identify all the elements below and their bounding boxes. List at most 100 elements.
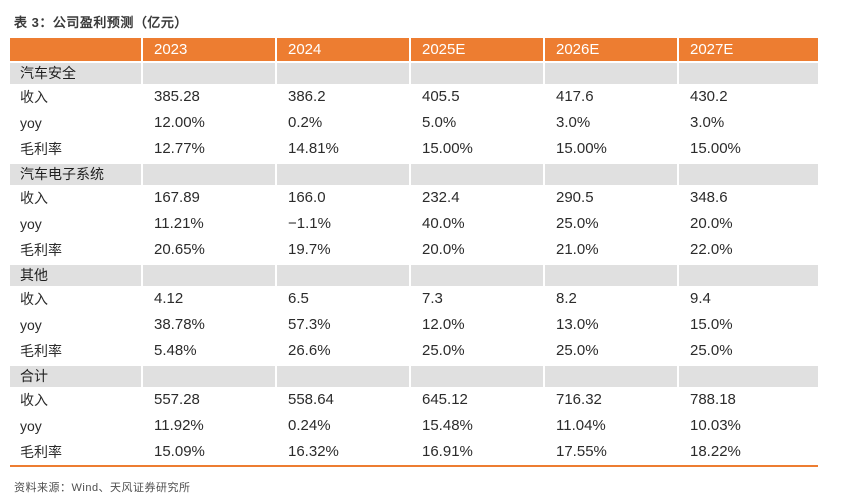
section-row: 汽车电子系统	[10, 164, 818, 185]
value-cell: 8.2	[545, 286, 679, 312]
value-cell: 0.24%	[277, 413, 411, 439]
section-cell-empty	[411, 164, 545, 185]
value-cell: 38.78%	[143, 312, 277, 338]
value-cell: 57.3%	[277, 312, 411, 338]
value-cell: 11.04%	[545, 413, 679, 439]
section-cell-empty	[545, 164, 679, 185]
section-label: 汽车安全	[10, 63, 143, 84]
value-cell: 3.0%	[679, 110, 818, 136]
value-cell: 40.0%	[411, 211, 545, 237]
section-cell-empty	[411, 366, 545, 387]
value-cell: 15.00%	[411, 136, 545, 162]
row-label: 毛利率	[10, 439, 143, 465]
value-cell: 290.5	[545, 185, 679, 211]
header-cell-year: 2027E	[679, 38, 818, 61]
value-cell: 25.0%	[545, 338, 679, 364]
value-cell: 17.55%	[545, 439, 679, 465]
value-cell: 16.91%	[411, 439, 545, 465]
value-cell: 5.0%	[411, 110, 545, 136]
value-cell: 348.6	[679, 185, 818, 211]
value-cell: 25.0%	[545, 211, 679, 237]
table-row: yoy 38.78% 57.3% 12.0% 13.0% 15.0%	[10, 312, 818, 338]
row-label: yoy	[10, 211, 143, 237]
value-cell: 6.5	[277, 286, 411, 312]
section-cell-empty	[545, 265, 679, 286]
value-cell: 12.77%	[143, 136, 277, 162]
header-cell-year: 2025E	[411, 38, 545, 61]
section-cell-empty	[143, 265, 277, 286]
value-cell: 385.28	[143, 84, 277, 110]
value-cell: 7.3	[411, 286, 545, 312]
value-cell: 20.0%	[411, 237, 545, 263]
row-label: yoy	[10, 110, 143, 136]
value-cell: 430.2	[679, 84, 818, 110]
header-cell-year: 2026E	[545, 38, 679, 61]
value-cell: 12.00%	[143, 110, 277, 136]
value-cell: 557.28	[143, 387, 277, 413]
value-cell: 19.7%	[277, 237, 411, 263]
row-label: yoy	[10, 413, 143, 439]
section-label: 合计	[10, 366, 143, 387]
section-cell-empty	[411, 265, 545, 286]
value-cell: 11.21%	[143, 211, 277, 237]
row-label: 毛利率	[10, 338, 143, 364]
table-row: yoy 11.21% −1.1% 40.0% 25.0% 20.0%	[10, 211, 818, 237]
value-cell: 15.00%	[545, 136, 679, 162]
section-row: 汽车安全	[10, 63, 818, 84]
value-cell: 9.4	[679, 286, 818, 312]
row-label: 收入	[10, 84, 143, 110]
value-cell: 166.0	[277, 185, 411, 211]
section-cell-empty	[277, 63, 411, 84]
source-note: 资料来源：Wind、天风证券研究所	[14, 482, 191, 494]
table-row: 收入 4.12 6.5 7.3 8.2 9.4	[10, 286, 818, 312]
table-row: 收入 167.89 166.0 232.4 290.5 348.6	[10, 185, 818, 211]
value-cell: 22.0%	[679, 237, 818, 263]
value-cell: 232.4	[411, 185, 545, 211]
value-cell: 12.0%	[411, 312, 545, 338]
section-label: 汽车电子系统	[10, 164, 143, 185]
section-label: 其他	[10, 265, 143, 286]
value-cell: 5.48%	[143, 338, 277, 364]
value-cell: 21.0%	[545, 237, 679, 263]
value-cell: 14.81%	[277, 136, 411, 162]
value-cell: 10.03%	[679, 413, 818, 439]
section-cell-empty	[545, 366, 679, 387]
value-cell: 15.09%	[143, 439, 277, 465]
row-label: 收入	[10, 185, 143, 211]
value-cell: 25.0%	[679, 338, 818, 364]
value-cell: 18.22%	[679, 439, 818, 465]
table-row: 收入 385.28 386.2 405.5 417.6 430.2	[10, 84, 818, 110]
value-cell: 3.0%	[545, 110, 679, 136]
value-cell: 417.6	[545, 84, 679, 110]
section-cell-empty	[143, 63, 277, 84]
section-cell-empty	[277, 366, 411, 387]
table-row: 收入 557.28 558.64 645.12 716.32 788.18	[10, 387, 818, 413]
row-label: 毛利率	[10, 136, 143, 162]
row-label: yoy	[10, 312, 143, 338]
section-cell-empty	[679, 63, 818, 84]
value-cell: 15.48%	[411, 413, 545, 439]
value-cell: 167.89	[143, 185, 277, 211]
table-row: yoy 12.00% 0.2% 5.0% 3.0% 3.0%	[10, 110, 818, 136]
header-cell-year: 2023	[143, 38, 277, 61]
value-cell: 716.32	[545, 387, 679, 413]
value-cell: 4.12	[143, 286, 277, 312]
row-label: 收入	[10, 387, 143, 413]
value-cell: 15.00%	[679, 136, 818, 162]
value-cell: 25.0%	[411, 338, 545, 364]
profit-forecast-table: 2023 2024 2025E 2026E 2027E 汽车安全 收入 385.28 386.2…	[10, 38, 818, 465]
value-cell: 11.92%	[143, 413, 277, 439]
table-row: yoy 11.92% 0.24% 15.48% 11.04% 10.03%	[10, 413, 818, 439]
value-cell: 20.65%	[143, 237, 277, 263]
value-cell: 788.18	[679, 387, 818, 413]
section-cell-empty	[679, 164, 818, 185]
section-cell-empty	[277, 265, 411, 286]
value-cell: −1.1%	[277, 211, 411, 237]
table-title: 表 3：公司盈利预测（亿元）	[14, 15, 188, 30]
section-cell-empty	[679, 265, 818, 286]
value-cell: 0.2%	[277, 110, 411, 136]
value-cell: 26.6%	[277, 338, 411, 364]
section-cell-empty	[679, 366, 818, 387]
value-cell: 16.32%	[277, 439, 411, 465]
